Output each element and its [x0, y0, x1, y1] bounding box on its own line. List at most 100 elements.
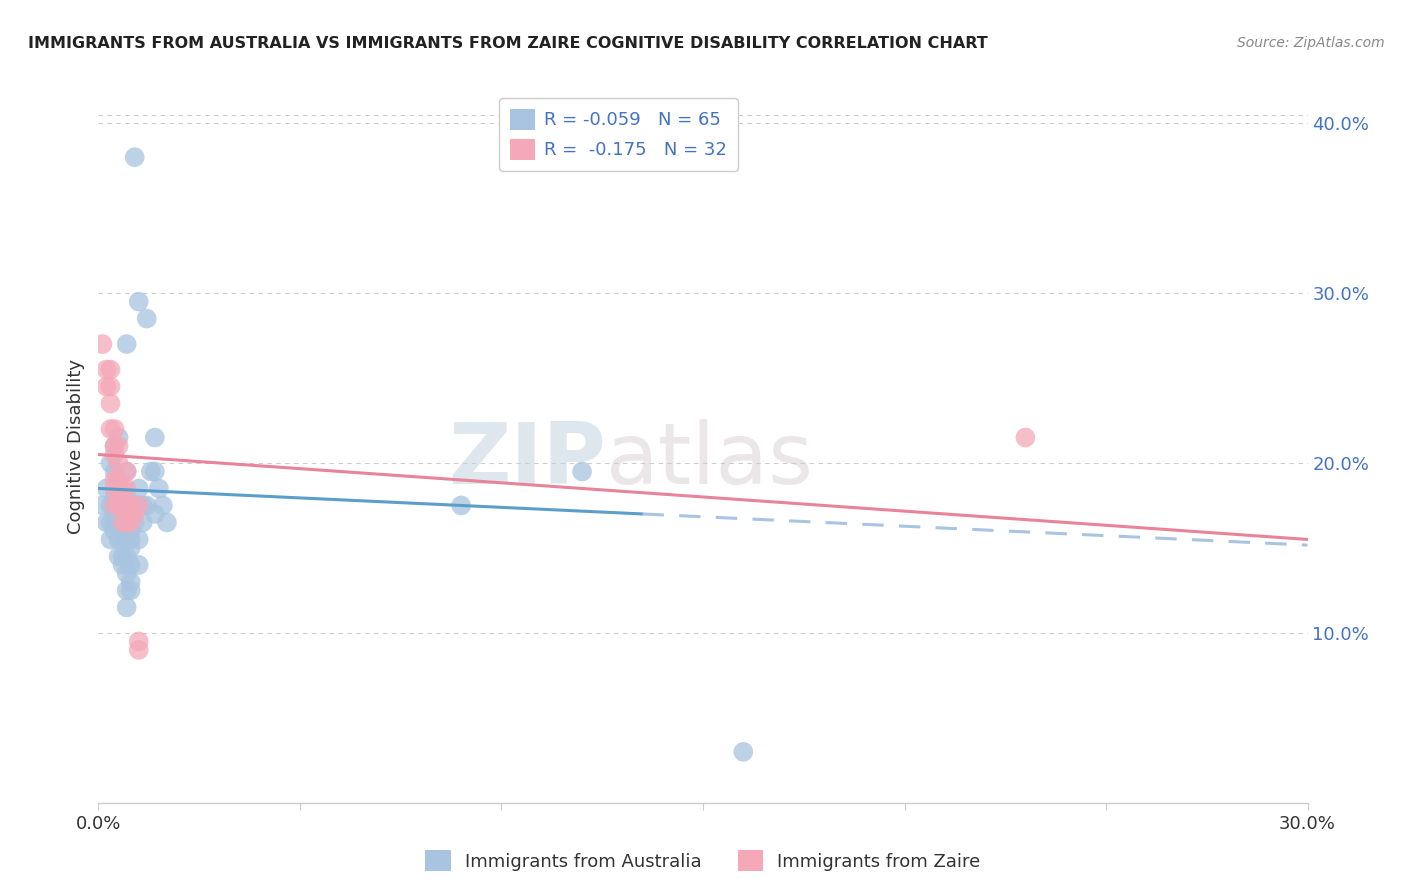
Point — [143, 507, 166, 521]
Point — [107, 482, 129, 496]
Point — [107, 473, 129, 487]
Point — [103, 482, 125, 496]
Point — [107, 507, 129, 521]
Legend: Immigrants from Australia, Immigrants from Zaire: Immigrants from Australia, Immigrants fr… — [418, 843, 988, 879]
Point — [103, 473, 125, 487]
Point — [111, 516, 134, 530]
Point — [132, 516, 155, 530]
Point — [143, 430, 166, 444]
Point — [100, 362, 122, 376]
Point — [128, 643, 150, 657]
Point — [115, 499, 138, 513]
Text: atlas: atlas — [606, 418, 814, 502]
Point — [103, 465, 125, 479]
Point — [115, 566, 138, 581]
Point — [111, 482, 134, 496]
Point — [96, 362, 118, 376]
Text: ZIP: ZIP — [449, 418, 606, 502]
Point — [103, 439, 125, 453]
Point — [111, 499, 134, 513]
Point — [120, 541, 142, 555]
Point — [103, 439, 125, 453]
Point — [103, 499, 125, 513]
Point — [115, 499, 138, 513]
Point — [156, 516, 179, 530]
Point — [128, 499, 150, 513]
Point — [111, 499, 134, 513]
Point — [120, 524, 142, 538]
Point — [96, 516, 118, 530]
Point — [128, 634, 150, 648]
Point — [115, 465, 138, 479]
Point — [124, 507, 146, 521]
Point — [135, 499, 157, 513]
Point — [135, 311, 157, 326]
Point — [115, 600, 138, 615]
Legend: R = -0.059   N = 65, R =  -0.175   N = 32: R = -0.059 N = 65, R = -0.175 N = 32 — [499, 98, 738, 170]
Point — [100, 533, 122, 547]
Point — [115, 533, 138, 547]
Point — [96, 482, 118, 496]
Point — [115, 516, 138, 530]
Point — [103, 524, 125, 538]
Point — [91, 337, 114, 351]
Point — [111, 516, 134, 530]
Point — [120, 558, 142, 572]
Point — [96, 379, 118, 393]
Point — [100, 396, 122, 410]
Point — [124, 150, 146, 164]
Point — [115, 337, 138, 351]
Point — [100, 499, 122, 513]
Point — [111, 549, 134, 564]
Point — [107, 516, 129, 530]
Point — [107, 499, 129, 513]
Text: Source: ZipAtlas.com: Source: ZipAtlas.com — [1237, 36, 1385, 50]
Point — [100, 379, 122, 393]
Point — [115, 465, 138, 479]
Point — [107, 549, 129, 564]
Point — [128, 482, 150, 496]
Text: IMMIGRANTS FROM AUSTRALIA VS IMMIGRANTS FROM ZAIRE COGNITIVE DISABILITY CORRELAT: IMMIGRANTS FROM AUSTRALIA VS IMMIGRANTS … — [28, 36, 988, 51]
Point — [139, 465, 162, 479]
Point — [120, 533, 142, 547]
Point — [148, 482, 170, 496]
Point — [103, 490, 125, 504]
Point — [128, 499, 150, 513]
Point — [107, 439, 129, 453]
Y-axis label: Cognitive Disability: Cognitive Disability — [66, 359, 84, 533]
Point — [100, 422, 122, 436]
Point — [124, 499, 146, 513]
Point — [103, 507, 125, 521]
Point — [115, 516, 138, 530]
Point — [571, 465, 593, 479]
Point — [450, 499, 472, 513]
Point — [124, 516, 146, 530]
Point — [128, 533, 150, 547]
Point — [107, 456, 129, 470]
Point — [103, 516, 125, 530]
Point — [115, 549, 138, 564]
Point — [115, 583, 138, 598]
Point — [107, 533, 129, 547]
Point — [111, 533, 134, 547]
Point — [107, 490, 129, 504]
Point — [128, 294, 150, 309]
Point — [132, 499, 155, 513]
Point — [733, 745, 755, 759]
Point — [120, 516, 142, 530]
Point — [103, 448, 125, 462]
Point — [107, 499, 129, 513]
Point — [120, 583, 142, 598]
Point — [152, 499, 174, 513]
Point — [143, 465, 166, 479]
Point — [91, 499, 114, 513]
Point — [115, 490, 138, 504]
Point — [103, 499, 125, 513]
Point — [103, 422, 125, 436]
Point — [111, 558, 134, 572]
Point — [128, 558, 150, 572]
Point — [120, 499, 142, 513]
Point — [107, 430, 129, 444]
Point — [107, 473, 129, 487]
Point — [100, 456, 122, 470]
